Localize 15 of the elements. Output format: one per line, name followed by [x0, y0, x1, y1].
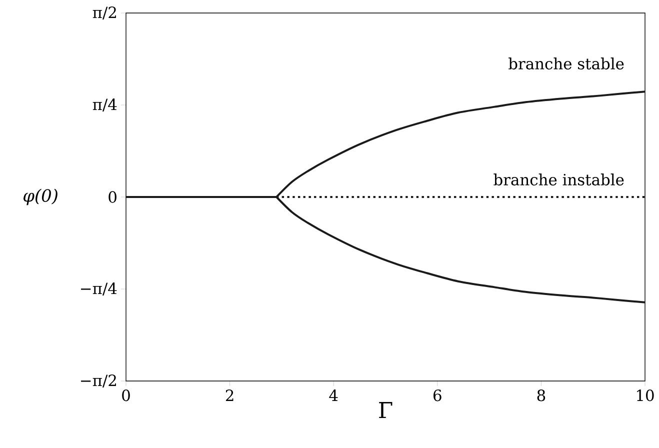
x-tick-label: 2 [226, 390, 234, 401]
annotation: branche instable [494, 174, 624, 186]
annotation: branche stable [508, 58, 624, 70]
y-tick-label: 0 [108, 191, 116, 203]
x-axis-title: Γ [379, 402, 392, 418]
x-tick-label: 0 [122, 390, 130, 402]
y-tick-label: −π/2 [81, 374, 116, 388]
x-tick-label: 10 [637, 390, 654, 402]
y-tick-label: −π/4 [81, 282, 117, 296]
y-tick-label: π/2 [92, 6, 116, 20]
x-tick-label: 4 [329, 390, 338, 401]
x-tick-label: 8 [537, 390, 546, 402]
y-tick-label: π/4 [92, 98, 117, 112]
x-tick-label: 6 [434, 390, 442, 402]
y-axis-title: φ(0) [24, 188, 58, 206]
